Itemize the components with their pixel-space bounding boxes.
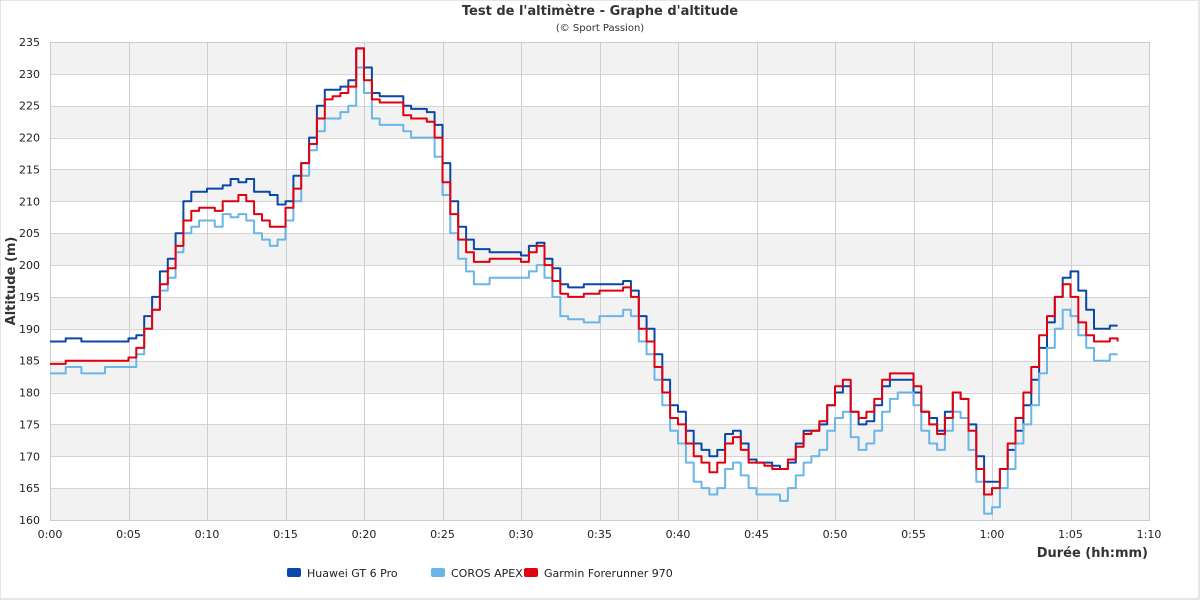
x-tick-label: 0:40 (666, 528, 691, 541)
x-tick-label: 0:00 (38, 528, 63, 541)
x-tick-label: 0:45 (744, 528, 769, 541)
plot-area (50, 42, 1150, 521)
x-tick-label: 0:55 (901, 528, 926, 541)
y-tick-label: 165 (19, 482, 40, 495)
plot-band (50, 105, 1149, 138)
legend-label-3: Garmin Forerunner 970 (544, 567, 673, 580)
legend-swatch-3 (524, 568, 538, 577)
x-axis: 0:00 0:05 0:10 0:15 0:20 0:25 0:30 0:35 0:40 0:45… (38, 528, 1162, 541)
y-tick-label: 170 (19, 450, 40, 463)
y-tick-label: 225 (19, 100, 40, 113)
plot-band (50, 296, 1149, 329)
y-axis-label: Altitude (m) (4, 237, 19, 326)
y-tick-label: 205 (19, 227, 40, 240)
y-tick-label: 185 (19, 355, 40, 368)
x-tick-label: 0:30 (509, 528, 534, 541)
x-tick-label: 0:10 (195, 528, 220, 541)
x-tick-label: 0:35 (587, 528, 612, 541)
plot-band (50, 360, 1149, 393)
y-tick-label: 200 (19, 259, 40, 272)
chart-subtitle: (© Sport Passion) (556, 23, 644, 34)
y-tick-label: 210 (19, 195, 40, 208)
legend: Huawei GT 6 Pro COROS APEX 4 Garmin Foreru… (287, 567, 673, 580)
series-line-2 (50, 66, 1118, 515)
y-axis: 160 165 170 175 180 185 190 195 200 205 210 215 220 2… (19, 36, 40, 527)
plot-band (50, 488, 1149, 520)
plot-band (50, 424, 1149, 457)
plot-band (50, 42, 1149, 74)
x-tick-label: 1:05 (1058, 528, 1083, 541)
x-tick-label: 0:50 (823, 528, 848, 541)
series-line-3 (50, 47, 1119, 496)
x-axis-label: Durée (hh:mm) (1037, 546, 1148, 561)
legend-label-1: Huawei GT 6 Pro (307, 567, 398, 580)
x-tick-label: 1:00 (980, 528, 1005, 541)
legend-label-2: COROS APEX 4 (451, 567, 533, 580)
y-tick-label: 230 (19, 68, 40, 81)
legend-swatch-2 (431, 568, 445, 577)
x-tick-label: 0:15 (273, 528, 298, 541)
x-tick-label: 1:10 (1137, 528, 1162, 541)
series-layer (50, 47, 1119, 515)
y-tick-label: 220 (19, 132, 40, 145)
y-tick-label: 160 (19, 514, 40, 527)
x-tick-label: 0:25 (430, 528, 455, 541)
plot-band (50, 169, 1149, 202)
y-tick-label: 190 (19, 323, 40, 336)
plot-band (50, 233, 1149, 266)
y-tick-label: 215 (19, 163, 40, 176)
chart-title: Test de l'altimètre - Graphe d'altitude (462, 4, 738, 19)
y-tick-label: 235 (19, 36, 40, 49)
x-tick-label: 0:20 (352, 528, 377, 541)
y-tick-label: 175 (19, 418, 40, 431)
x-tick-label: 0:05 (116, 528, 141, 541)
plot-bands (50, 42, 1149, 520)
y-tick-label: 195 (19, 291, 40, 304)
legend-swatch-1 (287, 568, 301, 577)
y-tick-label: 180 (19, 387, 40, 400)
